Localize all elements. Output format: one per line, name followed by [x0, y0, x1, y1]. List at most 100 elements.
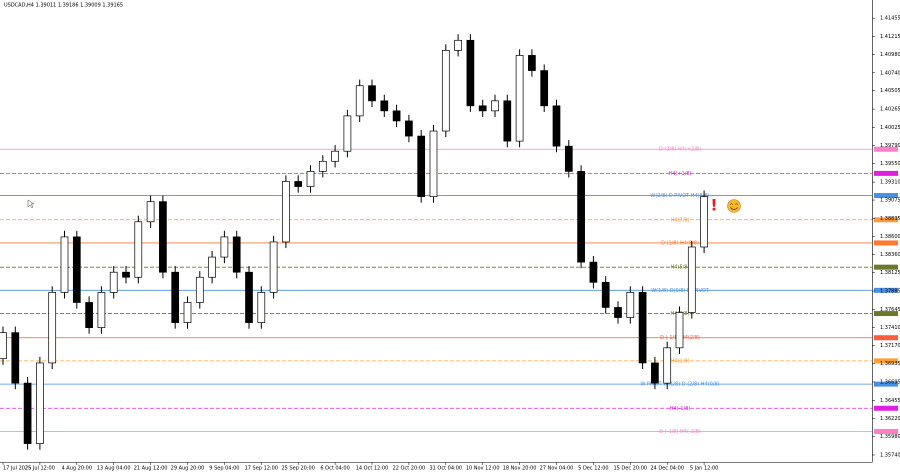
candle-body: [109, 271, 118, 293]
candle-body: [552, 105, 561, 147]
level-price-tag: [874, 193, 898, 199]
candle-body: [355, 85, 364, 117]
candle-body: [318, 160, 327, 172]
x-tick-label: 6 Oct 04:00: [320, 466, 349, 472]
candle-body: [269, 241, 278, 293]
candle-body: [134, 221, 143, 278]
candle-body: [577, 171, 585, 263]
x-tick-label: 17 Jul 2025: [3, 466, 31, 472]
candle-body: [282, 181, 290, 243]
x-tick-label: 21 Aug 12:00: [134, 466, 168, 472]
level-label: H4(-1/8): [670, 406, 691, 412]
level-price-tag: [874, 429, 898, 435]
level-label: W PIVOT W(1/8) D (2/8) H4(0/8): [640, 382, 719, 388]
x-tick-label: 4 Aug 20:00: [62, 466, 93, 472]
y-tick-label: 1.40505: [880, 88, 900, 94]
x-tick-label: 18 Nov 20:00: [503, 466, 537, 472]
candle-body: [417, 135, 426, 197]
candle-body: [454, 39, 462, 51]
smiley-icon: [727, 199, 741, 213]
candle-body: [503, 100, 512, 142]
y-tick-label: 1.37410: [880, 325, 900, 331]
y-tick-label: 1.35740: [880, 452, 900, 458]
candle-body: [687, 246, 696, 313]
level-label: W(2/8) D PIVOT H4(8/8): [650, 193, 709, 199]
x-tick-label: 10 Nov 12:00: [466, 466, 500, 472]
y-tick-label: 1.38360: [880, 252, 900, 258]
y-tick-label: 1.37645: [880, 307, 900, 313]
candle-body: [331, 150, 339, 162]
x-tick-label: 13 Aug 04:00: [97, 466, 131, 472]
y-tick-label: 1.36455: [880, 398, 900, 404]
candle-body: [515, 55, 524, 142]
candle-body: [208, 256, 216, 278]
candle-body: [380, 100, 389, 112]
y-tick-label: 1.36220: [880, 416, 900, 422]
candle-body: [466, 39, 475, 107]
candle-body: [245, 271, 253, 323]
y-tick-label: 1.39550: [880, 161, 900, 167]
y-tick-label: 1.38600: [880, 234, 900, 240]
candle-body: [614, 307, 622, 318]
candle-body: [343, 115, 352, 152]
y-tick-label: 1.38835: [880, 216, 900, 222]
x-tick-label: 5 Dec 12:00: [578, 466, 608, 472]
candle-body: [638, 292, 647, 364]
candle-body: [626, 292, 635, 318]
y-tick-label: 1.38125: [880, 270, 900, 276]
alert-mark: !: [710, 196, 717, 215]
candle-body: [11, 332, 20, 384]
candle-body: [85, 302, 93, 328]
level-label: H4(+1/8): [668, 171, 691, 177]
candle-body: [122, 271, 130, 278]
candle-body: [589, 261, 598, 283]
y-tick-label: 1.36695: [880, 379, 900, 385]
chart-title: USDCAD,H4 1.39011 1.39186 1.39009 1.3916…: [4, 3, 123, 9]
candle-body: [540, 70, 549, 107]
candle-body: [663, 347, 672, 384]
candle-body: [195, 276, 204, 303]
x-tick-label: 31 Oct 04:00: [429, 466, 462, 472]
level-price-tag: [874, 217, 898, 223]
x-tick-label: 27 Nov 04:00: [540, 466, 574, 472]
candle-body: [48, 292, 57, 364]
x-tick-label: 24 Dec 04:00: [650, 466, 684, 472]
level-label: D (-1/8) H4(-2/8): [659, 429, 701, 435]
level-price-tag: [874, 335, 898, 341]
y-tick-label: 1.37170: [880, 343, 900, 349]
x-tick-label: 9 Sep 04:00: [209, 466, 239, 472]
candle-body: [405, 120, 413, 137]
level-price-tag: [874, 381, 898, 387]
y-tick-label: 1.39075: [880, 198, 900, 204]
x-tick-label: 29 Aug 20:00: [171, 466, 205, 472]
candle-body: [441, 50, 450, 132]
candle-body: [601, 281, 610, 308]
level-label: D (1/8) H4(6/8): [661, 240, 699, 246]
level-price-tag: [874, 311, 898, 317]
candle-body: [146, 201, 155, 223]
candle-body: [675, 312, 684, 349]
level-price-tag: [874, 264, 898, 270]
candle-body: [392, 110, 401, 122]
candle-body: [36, 362, 44, 444]
level-price-tag: [874, 405, 898, 411]
level-label: H4(7/8): [671, 217, 690, 223]
candle-body: [232, 236, 241, 273]
candle-body: [564, 145, 573, 172]
level-price-tag: [874, 240, 898, 246]
candle-body: [257, 292, 266, 323]
y-tick-label: 1.41215: [880, 34, 900, 40]
candle-body: [159, 201, 167, 273]
level-label: H4(1/8): [671, 358, 690, 364]
y-tick-label: 1.36935: [880, 361, 900, 367]
candle-body: [183, 302, 192, 323]
y-tick-label: 1.39310: [880, 180, 900, 186]
y-tick-label: 1.40025: [880, 125, 900, 131]
candle-body: [72, 236, 81, 303]
candle-body: [97, 292, 106, 328]
candle-body: [491, 100, 499, 112]
candle-body: [651, 362, 659, 384]
candle-body: [528, 55, 536, 71]
